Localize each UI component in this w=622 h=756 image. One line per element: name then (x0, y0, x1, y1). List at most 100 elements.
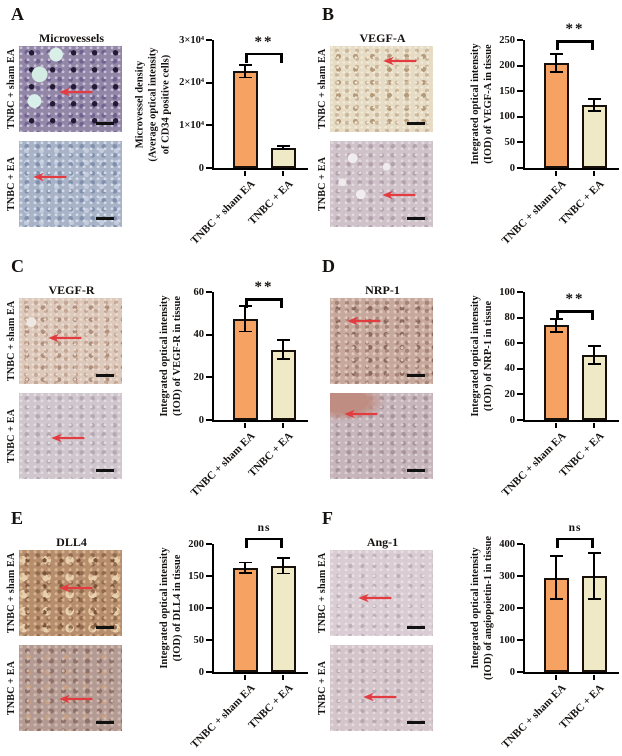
error-bar-cap (587, 110, 601, 113)
histology-column: Microvessels TNBC + sham EA TNBC + EA (4, 30, 128, 236)
histology-image-sham (330, 298, 433, 384)
y-tick (206, 376, 212, 379)
bar-ea (581, 576, 607, 672)
panel-letter: B (322, 4, 335, 24)
y-tick-label: 0 (509, 414, 515, 426)
stain-title: Ang-1 (366, 535, 399, 549)
y-axis-label-line: Integrated optical intensity (470, 43, 481, 165)
error-bar (593, 345, 595, 364)
y-tick-label: 250 (499, 34, 515, 46)
scale-bar (96, 122, 114, 125)
histology-row-ea: TNBC + EA (4, 645, 128, 731)
histology-row-sham: TNBC + sham EA (4, 298, 128, 384)
row-label-sham: TNBC + sham EA (317, 552, 328, 634)
error-bar-cap (276, 147, 290, 150)
error-bar (593, 552, 595, 600)
red-arrow-icon (347, 316, 381, 326)
error-bar-cap (587, 97, 601, 100)
error-bar-cap (549, 598, 563, 600)
error-bar (282, 558, 284, 574)
y-tick (206, 291, 212, 293)
y-tick-label: 100 (499, 111, 515, 123)
error-bar (282, 146, 284, 149)
scale-bar (407, 469, 425, 472)
y-tick-label: 0 (198, 414, 204, 426)
y-axis-label-line: Integrated optical intensity (159, 547, 170, 669)
panel-letter: D (322, 256, 336, 276)
error-bar-cap (276, 145, 290, 148)
y-tick-label: 300 (499, 570, 515, 582)
histology-row-ea: TNBC + EA (4, 393, 128, 479)
bar-ea (581, 354, 607, 420)
stain-title: DLL4 (56, 535, 87, 549)
scale-bar (407, 374, 425, 377)
error-bar (282, 340, 284, 360)
scale-bar (96, 721, 114, 724)
significance-bracket-end (245, 52, 248, 63)
histology-column: DLL4 TNBC + sham EA TNBC + EA (4, 534, 128, 740)
scale-bar (407, 721, 425, 724)
bar-ea (270, 349, 296, 420)
red-arrow-icon (58, 694, 93, 704)
histology-image-ea (19, 645, 122, 731)
bar-sham (232, 567, 258, 672)
panel-letter: F (322, 508, 334, 528)
error-bar (593, 98, 595, 112)
plot-area: 0 50 100 150 200 TNBC + sham EA TNBC + EA ns (188, 522, 308, 751)
y-tick (517, 543, 523, 545)
scale-bar (407, 217, 425, 220)
significance-bracket-end (280, 298, 283, 309)
row-label-ea: TNBC + EA (317, 660, 328, 716)
red-arrow-icon (382, 190, 416, 200)
significance-bracket-end (591, 537, 594, 548)
bar-sham (543, 577, 569, 672)
y-tick (206, 419, 212, 421)
histology-row-ea: TNBC + EA (315, 141, 439, 227)
x-tick (593, 674, 595, 680)
error-bar-cap (238, 304, 252, 307)
plot-area: 0 100 200 300 400 TNBC + sham EA TNBC + EA ns (499, 522, 619, 751)
figure-panel: F Ang-1 TNBC + sham EA TNBC + EA (311, 504, 622, 756)
error-bar-cap (549, 555, 563, 558)
y-axis-label-line: Integrated optical intensity (470, 547, 481, 669)
x-tick (555, 170, 557, 176)
red-arrow-icon (358, 593, 392, 603)
y-tick (206, 81, 212, 84)
y-tick (206, 607, 212, 609)
y-axis-label: Integrated optical intensity (IOD) of VEG… (469, 19, 495, 189)
error-bar-cap (238, 561, 252, 564)
significance-bracket (245, 537, 283, 541)
y-axis-label-line: (IOD) of NRP-1 in tissue (483, 300, 494, 412)
y-tick (206, 167, 212, 169)
scale-bar (407, 626, 425, 629)
y-tick-label: 50 (504, 136, 516, 148)
histology-row-sham: TNBC + sham EA (315, 550, 439, 636)
histology-row-sham: TNBC + sham EA (315, 46, 439, 132)
row-label-ea: TNBC + EA (6, 660, 17, 716)
y-tick (206, 39, 212, 41)
error-bar-cap (238, 571, 252, 574)
row-label-ea: TNBC + EA (6, 408, 17, 464)
significance-bracket-end (245, 298, 248, 309)
y-tick-label: 60 (193, 286, 205, 298)
significance-bracket (556, 40, 594, 43)
error-bar-cap (549, 330, 563, 333)
x-tick-label: TNBC + sham EA (499, 682, 569, 751)
y-tick-label: 100 (499, 634, 515, 646)
figure-panel: B VEGF-A TNBC + sham EA TNBC + EA (311, 0, 622, 252)
y-tick (517, 639, 523, 641)
plot-area: 0 20 40 60 80 100 TNBC + sham EA TNBC + EA ** (499, 287, 619, 499)
bar-ea (270, 147, 296, 168)
panel-letter: C (11, 256, 25, 276)
y-tick (517, 90, 523, 93)
stain-title: VEGF-R (48, 283, 95, 297)
significance-bracket (556, 537, 594, 541)
plot-area: 0 20 40 60 TNBC + sham EA TNBC + EA ** (189, 279, 308, 499)
y-tick (517, 167, 523, 169)
y-tick-label: 200 (499, 60, 515, 72)
y-axis-label-line: (IOD) of VEGF-A in tissue (483, 44, 494, 164)
y-tick-label: 200 (188, 538, 204, 550)
y-tick-label: 0 (509, 162, 515, 174)
y-tick-label: 0 (198, 162, 204, 174)
